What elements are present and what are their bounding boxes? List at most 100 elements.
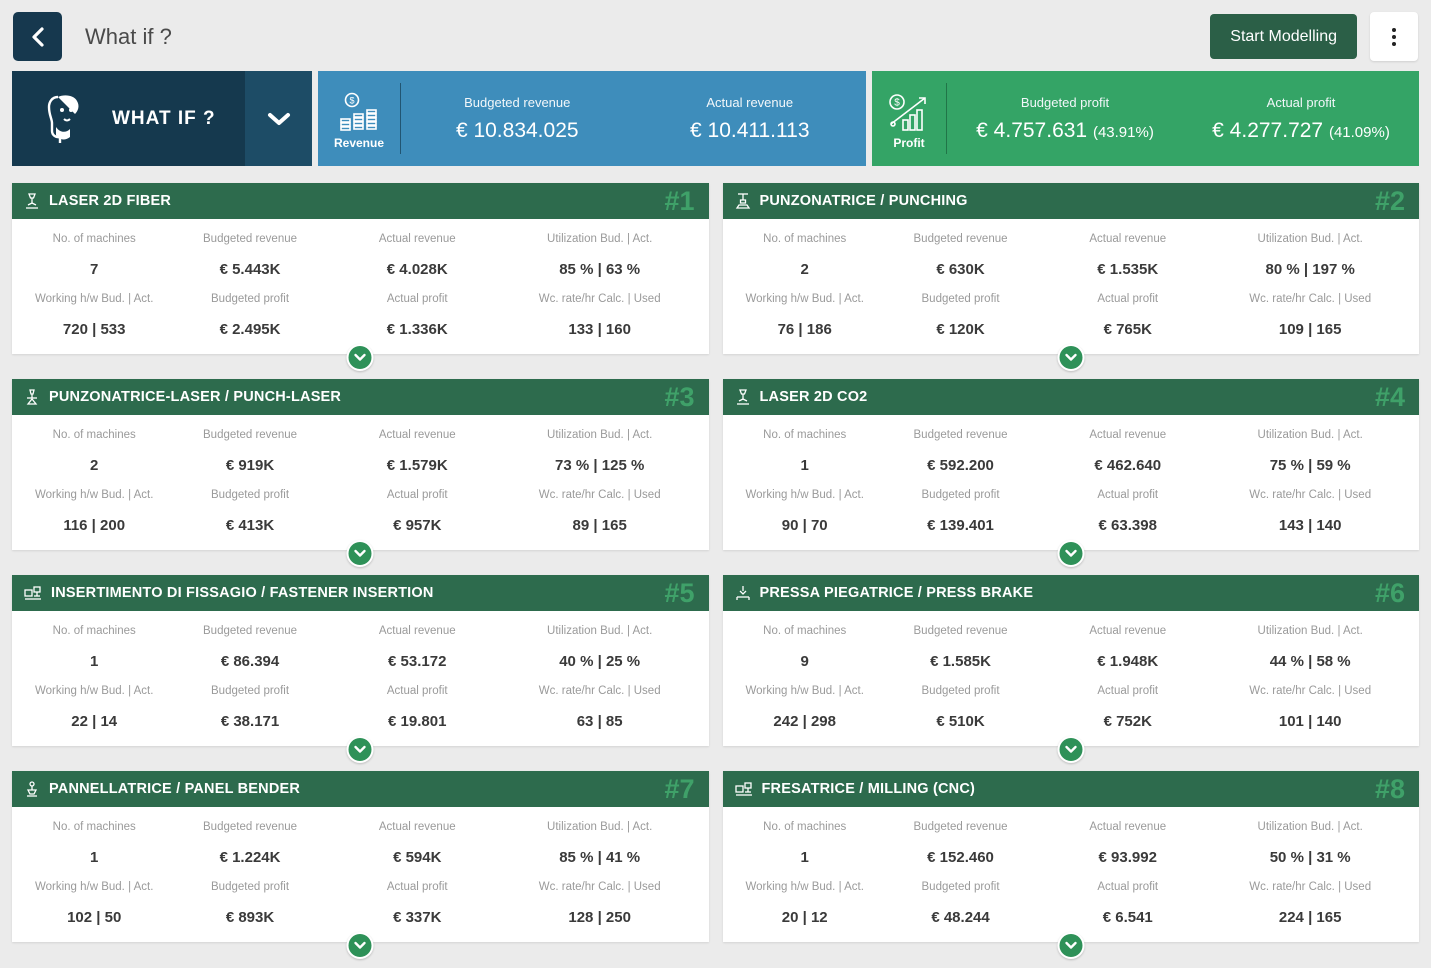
expand-card-button[interactable] <box>346 344 374 371</box>
chevron-down-icon <box>1064 745 1077 754</box>
actual-revenue-value: € 4.028K <box>386 260 448 278</box>
card-rank-number: #8 <box>1374 773 1405 804</box>
card-title: LASER 2D CO2 <box>759 389 868 405</box>
workcenter-card-5: INSERTIMENTO DI FISSAGIO / FASTENER INSE… <box>12 575 709 763</box>
utilization-label: Utilization Bud. | Act. <box>547 429 653 441</box>
expand-card-button[interactable] <box>1057 540 1085 567</box>
actual-revenue-label: Actual revenue <box>378 821 456 833</box>
back-button[interactable] <box>13 12 62 61</box>
actual-profit-value: € 957K <box>393 516 442 534</box>
card-header: PANNELLATRICE / PANEL BENDER #7 <box>12 771 709 807</box>
card-header: FRESATRICE / MILLING (CNC) #8 <box>722 771 1419 807</box>
workcenter-card-6: PRESSA PIEGATRICE / PRESS BRAKE #6 No. o… <box>722 575 1419 763</box>
wc-rate-value: 89 | 165 <box>572 516 627 534</box>
actual-revenue-kpi: Actual revenue € 10.411.113 <box>634 71 867 166</box>
working-hw-label: Working h/w Bud. | Act. <box>34 685 154 697</box>
profit-chart-icon: $ <box>887 92 931 132</box>
wc-rate-label: Wc. rate/hr Calc. | Used <box>1249 489 1372 501</box>
budgeted-revenue-value: € 152.460 <box>927 848 994 866</box>
actual-profit-label: Actual profit <box>1097 685 1159 697</box>
revenue-icon-label: Revenue <box>333 135 385 150</box>
expand-card-button[interactable] <box>346 932 374 959</box>
utilization-label: Utilization Bud. | Act. <box>547 821 653 833</box>
chevron-down-icon <box>267 112 291 126</box>
card-header: PUNZONATRICE / PUNCHING #2 <box>722 183 1419 219</box>
punching-machine-icon <box>735 193 751 209</box>
start-modelling-button[interactable]: Start Modelling <box>1210 14 1357 59</box>
no-of-machines-value: 2 <box>800 260 809 278</box>
actual-revenue-label: Actual revenue <box>378 429 456 441</box>
utilization-value: 50 % | 31 % <box>1269 848 1351 866</box>
working-hw-value: 102 | 50 <box>67 908 122 926</box>
budgeted-revenue-label: Budgeted revenue <box>203 625 298 637</box>
no-of-machines-label: No. of machines <box>52 821 136 833</box>
workcenter-card-8: FRESATRICE / MILLING (CNC) #8 No. of mac… <box>722 771 1419 959</box>
budgeted-revenue-label: Budgeted revenue <box>913 429 1008 441</box>
budgeted-revenue-value: € 5.443K <box>219 260 281 278</box>
working-hw-value: 90 | 70 <box>781 516 828 534</box>
expand-card-button[interactable] <box>1057 344 1085 371</box>
actual-profit-label: Actual profit <box>386 881 448 893</box>
actual-profit-label: Actual profit <box>1097 293 1159 305</box>
budgeted-profit-value: € 120K <box>936 320 985 338</box>
cnc-console-machine-icon <box>24 585 42 601</box>
wc-rate-label: Wc. rate/hr Calc. | Used <box>538 685 661 697</box>
card-header: PRESSA PIEGATRICE / PRESS BRAKE #6 <box>722 575 1419 611</box>
wc-rate-label: Wc. rate/hr Calc. | Used <box>538 489 661 501</box>
actual-revenue-label: Actual revenue <box>378 233 456 245</box>
working-hw-value: 20 | 12 <box>781 908 828 926</box>
actual-revenue-label: Actual revenue <box>378 625 456 637</box>
card-rank-number: #2 <box>1374 185 1405 216</box>
expand-card-button[interactable] <box>346 736 374 763</box>
actual-revenue-value: € 1.948K <box>1097 652 1159 670</box>
budgeted-revenue-label: Budgeted revenue <box>203 429 298 441</box>
kebab-menu-icon <box>1392 27 1396 32</box>
working-hw-label: Working h/w Bud. | Act. <box>745 293 864 305</box>
card-title: INSERTIMENTO DI FISSAGIO / FASTENER INSE… <box>51 585 434 601</box>
expand-card-button[interactable] <box>1057 736 1085 763</box>
workcenter-card-2: PUNZONATRICE / PUNCHING #2 No. of machin… <box>722 183 1419 371</box>
budgeted-revenue-label: Budgeted revenue <box>913 625 1008 637</box>
wc-rate-label: Wc. rate/hr Calc. | Used <box>1249 685 1372 697</box>
actual-revenue-value: € 53.172 <box>388 652 447 670</box>
budgeted-revenue-value: € 1.585K <box>930 652 991 670</box>
budgeted-revenue-label: Budgeted revenue <box>203 821 298 833</box>
expand-card-button[interactable] <box>1057 932 1085 959</box>
budgeted-profit-value: € 4.757.631 (43.91%) <box>976 118 1154 142</box>
budgeted-revenue-kpi: Budgeted revenue € 10.834.025 <box>401 71 634 166</box>
utilization-label: Utilization Bud. | Act. <box>547 233 653 245</box>
expand-card-button[interactable] <box>346 540 374 567</box>
utilization-value: 40 % | 25 % <box>559 652 641 670</box>
chevron-left-icon <box>31 26 45 48</box>
workcenter-card-3: PUNZONATRICE-LASER / PUNCH-LASER #3 No. … <box>12 379 709 567</box>
card-title: PUNZONATRICE-LASER / PUNCH-LASER <box>49 389 342 405</box>
actual-profit-value: € 6.541 <box>1102 908 1153 926</box>
working-hw-value: 22 | 14 <box>71 712 118 730</box>
working-hw-label: Working h/w Bud. | Act. <box>745 881 864 893</box>
chevron-down-icon <box>354 745 367 754</box>
actual-revenue-label: Actual revenue <box>1089 821 1167 833</box>
actual-profit-value: € 765K <box>1103 320 1152 338</box>
utilization-value: 85 % | 63 % <box>559 260 641 278</box>
wc-rate-value: 143 | 140 <box>1278 516 1342 534</box>
actual-revenue-value: € 10.411.113 <box>690 118 810 142</box>
whatif-selector[interactable]: WHAT IF ? <box>12 71 312 166</box>
budgeted-revenue-label: Budgeted revenue <box>913 233 1008 245</box>
wc-rate-label: Wc. rate/hr Calc. | Used <box>538 293 661 305</box>
page-title: What if ? <box>85 23 172 49</box>
no-of-machines-label: No. of machines <box>763 429 847 441</box>
card-title: LASER 2D FIBER <box>49 193 172 209</box>
no-of-machines-value: 1 <box>800 456 809 474</box>
card-header: LASER 2D CO2 #4 <box>722 379 1419 415</box>
budgeted-profit-kpi: Budgeted profit € 4.757.631 (43.91%) <box>947 71 1183 166</box>
actual-revenue-label: Actual revenue <box>706 94 794 110</box>
budgeted-revenue-value: € 10.834.025 <box>455 118 579 142</box>
whatif-dropdown-toggle[interactable] <box>245 71 312 166</box>
more-options-button[interactable] <box>1370 12 1418 61</box>
budgeted-profit-label: Budgeted profit <box>921 881 1000 893</box>
laser-cutting-machine-icon <box>735 389 751 405</box>
wc-rate-value: 128 | 250 <box>568 908 631 926</box>
no-of-machines-label: No. of machines <box>52 233 136 245</box>
actual-revenue-value: € 594K <box>393 848 442 866</box>
card-rank-number: #3 <box>664 381 695 412</box>
